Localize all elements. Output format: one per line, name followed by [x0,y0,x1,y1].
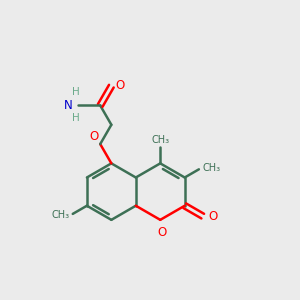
Text: CH₃: CH₃ [151,135,169,145]
Text: O: O [116,79,125,92]
Text: N: N [64,99,73,112]
Text: O: O [89,130,99,142]
Text: O: O [157,226,167,239]
Text: H: H [72,87,80,97]
Text: H: H [72,113,80,123]
Text: CH₃: CH₃ [202,163,220,173]
Text: O: O [208,210,217,223]
Text: CH₃: CH₃ [51,210,69,220]
